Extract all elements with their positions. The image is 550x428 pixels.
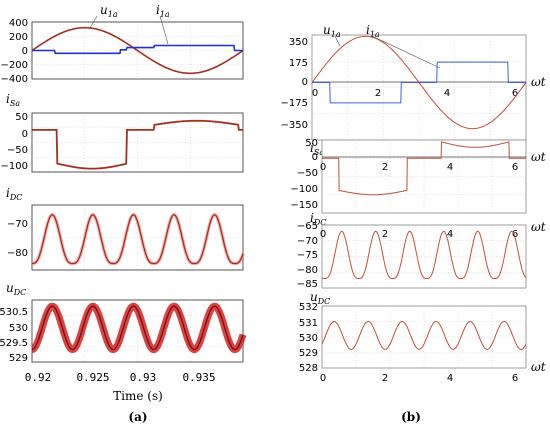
a1-ytick-4: −400 (1, 74, 28, 85)
a1-ytick-1: 200 (9, 32, 28, 43)
a3-ytick-1: −80 (7, 248, 28, 259)
b4-label: uDC (310, 290, 330, 306)
b3-omega-label: ωt (531, 220, 546, 234)
time-tick-1: 0.925 (76, 371, 109, 384)
a3-iDC-line (32, 214, 244, 265)
b1-omega-label: ωt (531, 75, 546, 89)
time-tick-2: 0.93 (130, 371, 157, 384)
b2-iSa-line (322, 141, 526, 196)
time-tick-0: 0.92 (25, 371, 52, 384)
b4-ytick-4: 528 (299, 363, 318, 374)
a2-ytick-1: 0 (22, 129, 28, 140)
b1-i1a-line (312, 61, 526, 104)
b1-label-i: i1a (366, 23, 380, 39)
a1-i1a-line (32, 44, 243, 55)
b2-ytick-3: −100 (291, 184, 318, 195)
a2-ytick-3: −100 (1, 161, 28, 172)
b4-xtick-2: 4 (447, 373, 453, 384)
b1-ytick-0: 350 (289, 37, 308, 48)
a2-label: iSa (6, 92, 20, 108)
b3-ytick-3: −80 (297, 265, 318, 276)
b1-i-leader (371, 35, 441, 69)
panel-a3: iDC −70 −80 (6, 186, 245, 271)
b3-xtick-2: 4 (447, 229, 453, 240)
a4-ytick-2: 529.5 (0, 338, 28, 349)
b4-xtick-3: 6 (512, 373, 518, 384)
b1-ytick-4: −350 (281, 120, 308, 131)
b4-ytick-0: 532 (299, 302, 318, 313)
panel-a2: iSa 50 0 −50 −100 (1, 92, 244, 173)
b4-xtick-0: 0 (320, 373, 326, 384)
b3-ytick-1: −70 (297, 236, 318, 247)
a3-label: iDC (6, 186, 22, 202)
a2-ytick-2: −50 (7, 145, 28, 156)
b2-ytick-1: 0 (312, 152, 318, 163)
a1-label-i: i1a (156, 3, 170, 19)
a1-u1a-line (31, 26, 244, 75)
panel-a1: 400 200 0 −200 −400 u1a i1a (1, 3, 244, 85)
b3-ytick-2: −75 (297, 250, 318, 261)
b4-uDC-line (321, 321, 527, 350)
b3-ytick-0: −65 (297, 221, 318, 232)
a1-label-u: u1a (100, 3, 118, 19)
b4-ytick-3: 529 (299, 348, 318, 359)
panel-b3: iDC −65 −70 −75 −80 −85 0 2 4 6 ωt (297, 211, 546, 290)
b3-label: iDC (310, 211, 326, 227)
b2-ytick-0: 50 (305, 138, 318, 149)
b2-xtick-1: 2 (382, 162, 388, 173)
b1-label-u: u1a (323, 23, 341, 39)
caption-a: (a) (128, 410, 147, 424)
a1-ytick-2: 0 (22, 46, 28, 57)
a1-i-leader (159, 15, 169, 45)
b1-xtick-3: 6 (512, 88, 518, 99)
b2-xtick-2: 4 (447, 162, 453, 173)
b4-ytick-1: 531 (299, 318, 318, 329)
b1-xtick-2: 4 (444, 88, 450, 99)
b3-ytick-4: −85 (297, 279, 318, 290)
b4-omega-label: ωt (531, 360, 546, 374)
b1-ytick-1: 175 (289, 58, 308, 69)
a1-ytick-3: −200 (1, 60, 28, 71)
b3-xtick-0: 0 (320, 229, 326, 240)
panel-b4: uDC 532 531 530 529 528 0 2 4 6 ωt (299, 290, 546, 384)
b3-iDC-line (321, 230, 527, 280)
panel-a4: uDC 530.5 530 529.5 529 0.92 0.925 0.93 … (0, 281, 247, 403)
a2-iSa-line (32, 119, 243, 170)
a1-ytick-0: 400 (9, 18, 28, 29)
a2-ytick-0: 50 (15, 112, 28, 123)
b2-label: iSa (310, 141, 324, 157)
a4-uDC-line (31, 305, 244, 351)
a4-label: uDC (6, 281, 26, 297)
a4-ytick-1: 530 (9, 323, 28, 334)
b1-xtick-1: 2 (375, 88, 381, 99)
b2-ytick-4: −150 (291, 200, 318, 211)
b4-xtick-1: 2 (382, 373, 388, 384)
panel-b2: iSa 50 0 −50 −100 −150 0 2 4 6 ωt (291, 138, 546, 214)
b2-omega-label: ωt (531, 150, 546, 164)
b2-ytick-2: −50 (297, 168, 318, 179)
a1-u-leader (89, 15, 98, 29)
a4-ytick-0: 530.5 (0, 307, 28, 318)
panel-b1: 350 175 0 −175 −350 0 2 4 6 u1a i1a ωt (281, 23, 546, 141)
b1-xtick-0: 0 (312, 88, 318, 99)
b3-xtick-1: 2 (382, 229, 388, 240)
b3-xtick-3: 6 (512, 229, 518, 240)
caption-b: (b) (401, 410, 421, 424)
b1-ytick-3: −175 (281, 98, 308, 109)
b2-xtick-3: 6 (512, 162, 518, 173)
time-tick-3: 0.935 (182, 371, 215, 384)
time-axis-label: Time (s) (113, 389, 163, 403)
a3-ytick-0: −70 (7, 219, 28, 230)
b1-ytick-2: 0 (302, 77, 308, 88)
b4-ytick-2: 530 (299, 333, 318, 344)
b1-u-leader (334, 35, 341, 47)
a4-ytick-3: 529 (9, 353, 28, 364)
b2-xtick-0: 0 (320, 162, 326, 173)
